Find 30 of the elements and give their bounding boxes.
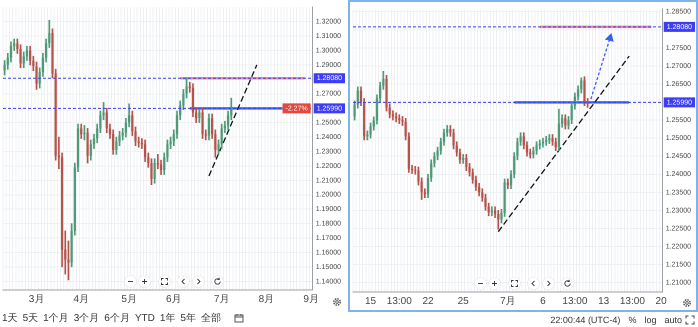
x-tick-label: 5月: [121, 294, 137, 305]
x-tick-label: 15: [365, 296, 377, 307]
x-tick-label: 20: [656, 296, 668, 307]
text: 1天: [2, 312, 18, 325]
text: 3个月: [74, 312, 100, 325]
x-tick-label: 7月: [214, 294, 230, 305]
x-tick-label: 6: [540, 296, 546, 307]
x-tick-label: 13:00: [562, 296, 588, 307]
x-tick-label: 6月: [166, 294, 182, 305]
text: auto: [664, 315, 682, 325]
x-tick-label: 3月: [28, 294, 44, 305]
x-tick-label: 13:00: [620, 296, 646, 307]
x-tick-label: 22: [422, 296, 434, 307]
text: 1年: [160, 312, 176, 325]
text: 5天: [22, 312, 38, 325]
x-tick-label: 25: [458, 296, 470, 307]
text: 6个月: [104, 312, 130, 325]
text: 5年: [180, 312, 196, 325]
x-tick-label: 13:00: [386, 296, 412, 307]
text: YTD: [134, 312, 155, 324]
x-tick-label: 4月: [73, 294, 90, 305]
text: 全部: [200, 312, 221, 325]
x-tick-label: 8月: [258, 294, 274, 305]
text: %: [628, 315, 636, 325]
x-tick-label: 9月: [303, 294, 319, 305]
text: log: [644, 315, 656, 325]
text: 1个月: [43, 312, 69, 325]
x-tick-label: 7月: [500, 296, 516, 307]
text: 22:00:44 (UTC-4): [550, 315, 620, 325]
x-tick-label: 13: [598, 296, 610, 307]
